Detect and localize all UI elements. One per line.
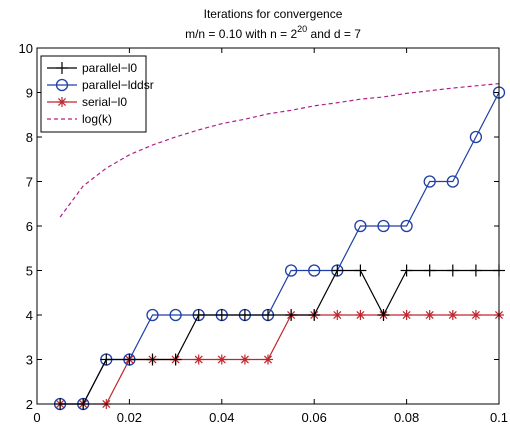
y-tick-label: 10 — [19, 41, 33, 56]
series-log-k — [59, 83, 500, 218]
data-point-parallel-lddsr — [308, 264, 321, 277]
legend-marker — [56, 62, 68, 74]
legend-item-parallel-lddsr: parallel−lddsr — [47, 78, 154, 92]
x-tick-label: 0.1 — [490, 410, 508, 425]
legend-marker — [57, 97, 67, 107]
data-point-parallel-l0 — [377, 309, 390, 321]
data-point-parallel-l0 — [215, 309, 228, 321]
data-point-parallel-lddsr — [423, 175, 436, 188]
data-point-parallel-lddsr — [169, 308, 182, 322]
series-layer — [53, 83, 506, 411]
data-point-parallel-lddsr — [354, 219, 367, 233]
data-point-parallel-l0 — [285, 309, 298, 321]
data-point-serial-l0 — [355, 310, 366, 320]
data-point-serial-l0 — [239, 354, 250, 365]
x-tick-label: 0.08 — [394, 410, 419, 425]
legend-marker — [55, 78, 69, 92]
data-point-parallel-l0 — [308, 309, 321, 321]
y-tick-label: 7 — [26, 175, 33, 190]
data-point-parallel-lddsr — [446, 175, 459, 188]
chart-subtitle-tail: and d = 7 — [307, 27, 361, 41]
data-point-parallel-l0 — [238, 309, 251, 321]
x-tick-label: 0.04 — [209, 410, 234, 425]
legend-item-serial-l0: serial−l0 — [47, 95, 127, 109]
data-point-parallel-lddsr — [146, 308, 159, 322]
chart-subtitle: m/n = 0.10 with n = 220 and d = 7 — [185, 24, 361, 41]
x-tick-label: 0 — [33, 410, 40, 425]
data-point-serial-l0 — [447, 310, 458, 320]
plot-frame — [36, 47, 500, 405]
series-line-log-k — [59, 83, 500, 218]
data-point-parallel-lddsr — [377, 219, 390, 233]
data-point-parallel-l0 — [423, 264, 436, 277]
data-point-parallel-l0 — [331, 264, 344, 277]
data-point-parallel-l0 — [169, 353, 182, 366]
chart-title: Iterations for convergence — [204, 7, 343, 21]
data-point-parallel-l0 — [469, 264, 482, 277]
legend-item-log-k: log(k) — [47, 112, 112, 126]
data-point-serial-l0 — [263, 354, 273, 365]
data-point-parallel-lddsr — [469, 130, 483, 144]
chart-subtitle-main: m/n = 0.10 with n = 2 — [185, 27, 297, 41]
data-point-serial-l0 — [470, 310, 481, 320]
data-point-parallel-lddsr — [284, 264, 298, 277]
data-point-serial-l0 — [216, 354, 227, 365]
legend-label: log(k) — [82, 112, 112, 126]
data-point-parallel-lddsr — [400, 219, 413, 233]
legend-label: parallel−lddsr — [82, 78, 154, 92]
data-point-parallel-l0 — [146, 353, 159, 366]
series-line-parallel-lddsr — [60, 92, 500, 405]
legend-label: serial−l0 — [82, 95, 127, 109]
data-point-serial-l0 — [193, 354, 204, 365]
data-point-parallel-l0 — [100, 353, 113, 366]
x-tick-label: 0.06 — [302, 410, 327, 425]
legend-box — [40, 55, 147, 133]
data-point-parallel-l0 — [446, 264, 459, 277]
y-tick-label: 4 — [26, 308, 33, 323]
y-tick-label: 8 — [26, 130, 33, 145]
y-tick-label: 9 — [26, 86, 33, 101]
y-tick-label: 5 — [26, 264, 33, 279]
chart-subtitle-exponent: 20 — [297, 24, 307, 34]
legend-item-parallel-l0: parallel−l0 — [47, 61, 137, 75]
y-tick-label: 6 — [26, 219, 33, 234]
data-point-parallel-l0 — [123, 353, 136, 366]
y-axis: 2 3 4 5 6 7 8 9 10 — [19, 41, 499, 412]
series-parallel-l0 — [54, 264, 505, 410]
legend: parallel−l0 parallel−lddsr serial−l0 log(k) — [40, 55, 154, 133]
y-tick-label: 2 — [26, 397, 33, 412]
x-tick-label: 0.02 — [117, 410, 142, 425]
x-axis: 0 0.02 0.04 0.06 0.08 0.1 — [33, 48, 508, 425]
data-point-parallel-l0 — [192, 309, 205, 321]
legend-label: parallel−l0 — [82, 61, 137, 75]
data-point-parallel-l0 — [400, 264, 413, 277]
data-point-serial-l0 — [401, 310, 412, 320]
data-point-parallel-l0 — [354, 264, 367, 277]
data-point-parallel-l0 — [262, 309, 274, 321]
data-point-serial-l0 — [332, 310, 343, 320]
y-tick-label: 3 — [26, 353, 33, 368]
data-point-serial-l0 — [424, 310, 435, 320]
